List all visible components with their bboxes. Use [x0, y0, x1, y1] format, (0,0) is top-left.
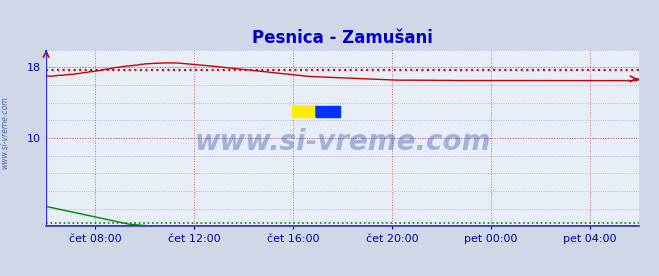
- Bar: [293, 106, 316, 117]
- Text: www.si-vreme.com: www.si-vreme.com: [1, 96, 10, 169]
- Text: www.si-vreme.com: www.si-vreme.com: [194, 128, 491, 156]
- Polygon shape: [316, 106, 340, 117]
- Polygon shape: [293, 106, 316, 117]
- Bar: [316, 106, 340, 117]
- Title: Pesnica - Zamušani: Pesnica - Zamušani: [252, 29, 433, 47]
